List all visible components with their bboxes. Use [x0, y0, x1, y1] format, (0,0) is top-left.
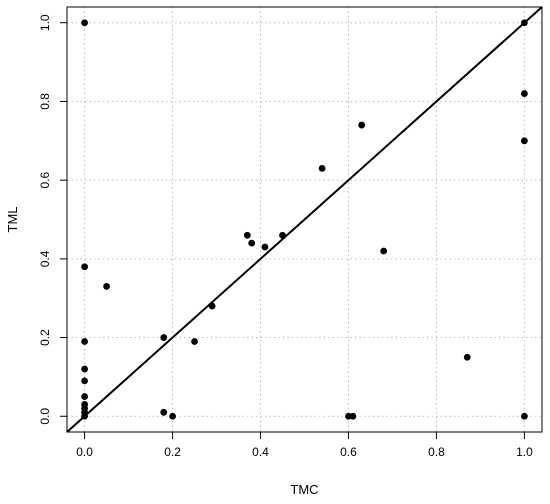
- data-point: [160, 334, 168, 341]
- y-tick-label: 0.4: [38, 250, 52, 267]
- data-point: [521, 19, 528, 27]
- data-point: [521, 137, 528, 145]
- identity-reference-line: [66, 6, 543, 433]
- x-tick-label: 0.8: [428, 445, 445, 459]
- y-tick-label: 1.0: [38, 14, 52, 31]
- data-point: [81, 393, 88, 400]
- y-axis: 0.0 0.2 0.4 0.6 0.8 1.0: [38, 14, 68, 425]
- data-point: [81, 365, 88, 373]
- x-axis-title: TMC: [290, 482, 318, 497]
- data-point: [81, 19, 88, 27]
- data-point: [169, 412, 176, 420]
- data-point: [160, 408, 168, 416]
- data-point: [349, 412, 357, 420]
- data-point: [463, 353, 471, 361]
- data-points: [81, 19, 528, 420]
- data-point: [521, 90, 528, 97]
- x-axis: 0.0 0.2 0.4 0.6 0.8 1.0: [76, 431, 533, 459]
- x-tick-label: 0.6: [340, 445, 357, 459]
- data-point: [521, 412, 528, 420]
- data-point: [81, 263, 88, 271]
- data-point: [358, 121, 366, 129]
- data-point: [191, 338, 198, 345]
- y-tick-label: 0.0: [38, 408, 52, 425]
- data-point: [81, 412, 88, 420]
- data-point: [248, 239, 256, 247]
- x-tick-label: 0.0: [76, 445, 93, 459]
- x-tick-label: 0.4: [252, 445, 269, 459]
- data-point: [103, 282, 110, 290]
- data-point: [208, 302, 216, 310]
- x-tick-label: 0.2: [164, 445, 181, 459]
- x-tick-label: 1.0: [516, 445, 533, 459]
- data-point: [81, 338, 88, 345]
- data-point: [81, 377, 88, 385]
- data-point: [318, 164, 326, 172]
- grid: [67, 7, 542, 432]
- y-tick-label: 0.2: [38, 329, 52, 346]
- y-tick-label: 0.6: [38, 171, 52, 188]
- y-tick-label: 0.8: [38, 93, 52, 110]
- data-point: [279, 231, 286, 239]
- y-axis-title: TML: [5, 207, 20, 233]
- data-point: [380, 247, 388, 255]
- data-point: [261, 243, 269, 251]
- data-point: [243, 231, 251, 239]
